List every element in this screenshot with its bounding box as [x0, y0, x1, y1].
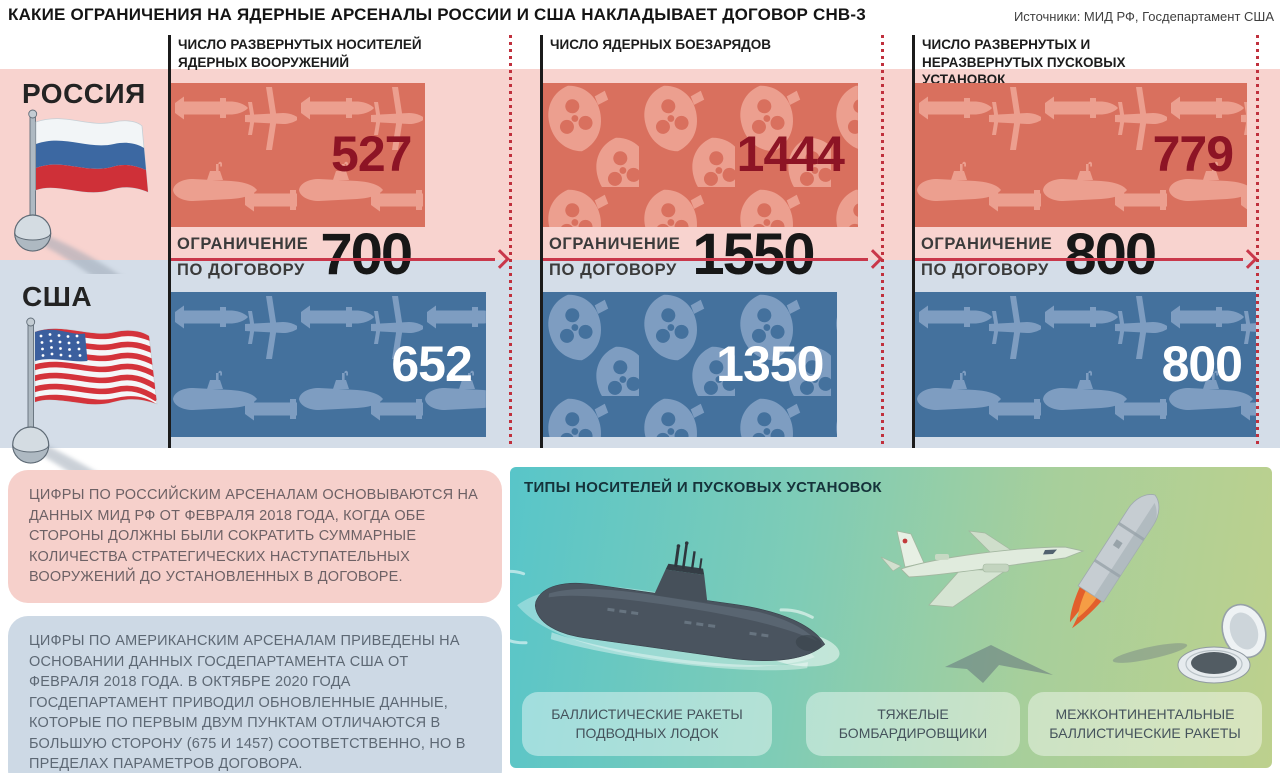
column-header: ЧИСЛО РАЗВЕРНУТЫХ И НЕРАЗВЕРНУТЫХ ПУСКОВ…: [922, 37, 1126, 88]
usa-bar-track: 800: [915, 292, 1256, 437]
russia-bar-track: 779: [915, 83, 1256, 227]
sources-note: Источники: МИД РФ, Госдепартамент США: [1013, 9, 1274, 24]
column-warheads: ЧИСЛО ЯДЕРНЫХ БОЕЗАРЯДОВ 1444 ОГРАНИЧЕНИ…: [540, 35, 883, 448]
limit-label-line2: ПО ДОГОВОРУ: [177, 261, 305, 279]
dotted-separator: [509, 35, 512, 448]
limit-line: [171, 249, 510, 269]
russia-flag-icon: [14, 109, 149, 274]
treaty-limit-value: 700: [320, 222, 413, 287]
russia-bar: 1444: [543, 83, 858, 227]
usa-bar-track: 1350: [543, 292, 881, 437]
label-card-bombers: ТЯЖЕЛЫЕ БОМБАРДИРОВЩИКИ: [806, 692, 1020, 756]
limit-label-line1: ОГРАНИЧЕНИЕ: [177, 234, 309, 253]
treaty-limit: ОГРАНИЧЕНИЕ ПО ДОГОВОРУ 700: [177, 226, 413, 284]
russia-bar-track: 527: [171, 83, 509, 227]
column-deployed-carriers: ЧИСЛО РАЗВЕРНУТЫХ НОСИТЕЛЕЙ ЯДЕРНЫХ ВООР…: [168, 35, 510, 448]
usa-label: США: [22, 281, 93, 312]
usa-bar-value: 1350: [716, 335, 824, 392]
carrier-types-panel: ТИПЫ НОСИТЕЛЕЙ И ПУСКОВЫХ УСТАНОВОК БАЛЛ…: [510, 467, 1272, 768]
usa-flag-icon: [12, 317, 158, 492]
panel-title: ТИПЫ НОСИТЕЛЕЙ И ПУСКОВЫХ УСТАНОВОК: [524, 479, 882, 496]
russia-bar-value: 527: [331, 126, 412, 182]
russia-bar-value: 1444: [736, 126, 845, 182]
label-card-icbm: МЕЖКОНТИНЕНТАЛЬНЫЕ БАЛЛИСТИЧЕСКИЕ РАКЕТЫ: [1028, 692, 1262, 756]
usa-bar-track: 652: [171, 292, 509, 437]
column-divider-line: [912, 35, 915, 448]
bomber-illustration: [880, 530, 1085, 683]
usa-bar: 800: [915, 292, 1256, 437]
column-divider-line: [540, 35, 543, 448]
treaty-limit-value: 1550: [692, 222, 815, 287]
treaty-limit-value: 800: [1064, 222, 1157, 287]
arrow-right-icon: [490, 249, 510, 269]
russia-footnote: ЦИФРЫ ПО РОССИЙСКИМ АРСЕНАЛАМ ОСНОВЫВАЮТ…: [8, 470, 502, 603]
column-launchers: ЧИСЛО РАЗВЕРНУТЫХ И НЕРАЗВЕРНУТЫХ ПУСКОВ…: [912, 35, 1258, 448]
page-title: КАКИЕ ОГРАНИЧЕНИЯ НА ЯДЕРНЫЕ АРСЕНАЛЫ РО…: [8, 5, 866, 24]
usa-bar-value: 800: [1161, 335, 1243, 392]
treaty-limit: ОГРАНИЧЕНИЕ ПО ДОГОВОРУ 1550: [549, 226, 815, 284]
column-header: ЧИСЛО РАЗВЕРНУТЫХ НОСИТЕЛЕЙ ЯДЕРНЫХ ВООР…: [178, 37, 422, 70]
treaty-limit-label: ОГРАНИЧЕНИЕ ПО ДОГОВОРУ: [921, 231, 1052, 284]
label-card-slbm: БАЛЛИСТИЧЕСКИЕ РАКЕТЫ ПОДВОДНЫХ ЛОДОК: [522, 692, 772, 756]
limit-label-line1: ОГРАНИЧЕНИЕ: [921, 234, 1053, 253]
treaty-limit-label: ОГРАНИЧЕНИЕ ПО ДОГОВОРУ: [549, 231, 680, 284]
column-divider-line: [168, 35, 171, 448]
icbm-illustration: [1069, 494, 1267, 684]
usa-bar: 652: [171, 292, 486, 437]
usa-bar: 1350: [543, 292, 838, 437]
submarine-illustration: [510, 541, 840, 671]
limit-label-line2: ПО ДОГОВОРУ: [921, 261, 1049, 279]
treaty-limit: ОГРАНИЧЕНИЕ ПО ДОГОВОРУ 800: [921, 226, 1157, 284]
limit-label-line2: ПО ДОГОВОРУ: [549, 261, 677, 279]
limit-line: [915, 249, 1258, 269]
russia-bar-track: 1444: [543, 83, 881, 227]
dotted-separator: [1256, 35, 1259, 448]
carrier-types-illustration: [510, 494, 1267, 684]
russia-bar: 527: [171, 83, 426, 227]
limit-line: [543, 249, 883, 269]
arrow-right-icon: [1238, 249, 1258, 269]
dotted-separator: [881, 35, 884, 448]
arrow-right-icon: [863, 249, 883, 269]
russia-bar-value: 779: [1152, 126, 1234, 182]
usa-footnote: ЦИФРЫ ПО АМЕРИКАНСКИМ АРСЕНАЛАМ ПРИВЕДЕН…: [8, 616, 502, 773]
usa-bar-value: 652: [391, 335, 472, 392]
limit-label-line1: ОГРАНИЧЕНИЕ: [549, 234, 681, 253]
russia-label: РОССИЯ: [22, 78, 146, 109]
treaty-limit-label: ОГРАНИЧЕНИЕ ПО ДОГОВОРУ: [177, 231, 308, 284]
column-header: ЧИСЛО ЯДЕРНЫХ БОЕЗАРЯДОВ: [550, 37, 772, 52]
russia-bar: 779: [915, 83, 1248, 227]
